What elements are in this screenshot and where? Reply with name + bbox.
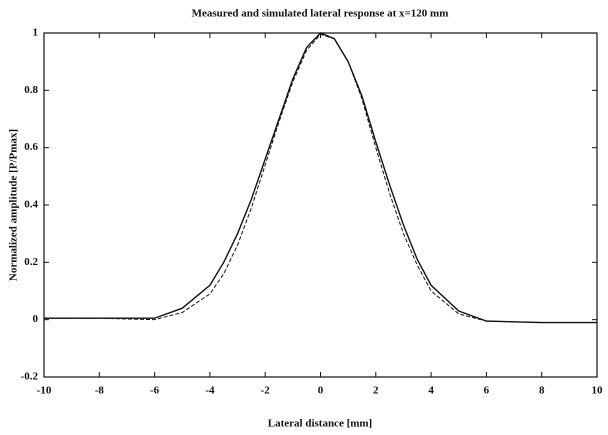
x-tick-label: -4 [205, 385, 215, 397]
y-tick-label: 0.4 [24, 199, 38, 211]
plot-frame [43, 32, 598, 378]
y-tick-label: 0.2 [24, 256, 38, 268]
x-tick-label: -10 [37, 385, 52, 397]
y-tick-label: 1 [33, 27, 39, 39]
y-tick-label: -0.2 [21, 371, 39, 383]
y-tick-label: 0.6 [24, 141, 38, 153]
y-axis-label: Normalized amplitude [P/Pmax] [8, 129, 20, 281]
x-tick-label: 10 [592, 385, 604, 397]
x-tick-label: 6 [484, 385, 490, 397]
x-tick-label: -6 [150, 385, 160, 397]
x-axis-label: Lateral distance [mm] [268, 418, 372, 430]
x-tick-label: 4 [428, 385, 434, 397]
x-tick-label: 2 [373, 385, 379, 397]
data-line [44, 32, 597, 324]
y-tick-label: 0.8 [24, 84, 38, 96]
x-tick-label: -2 [261, 385, 271, 397]
x-tick-label: 8 [539, 385, 545, 397]
x-tick-label: -8 [95, 385, 105, 397]
chart-title: Measured and simulated lateral response … [192, 8, 449, 20]
data-line [44, 33, 597, 324]
y-tick-label: 0 [33, 313, 39, 325]
x-tick-label: 0 [318, 385, 324, 397]
